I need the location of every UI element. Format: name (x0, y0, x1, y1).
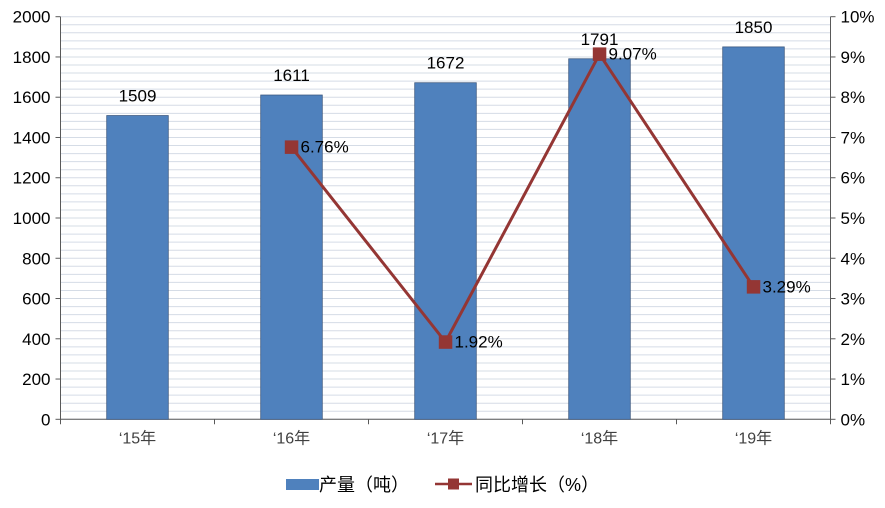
svg-text:7%: 7% (841, 129, 866, 148)
svg-text:1672: 1672 (427, 54, 465, 73)
svg-text:1611: 1611 (273, 66, 310, 85)
svg-text:1000: 1000 (13, 209, 51, 228)
svg-text:2000: 2000 (13, 8, 51, 27)
svg-text:8%: 8% (841, 88, 866, 107)
svg-text:9.07%: 9.07% (609, 45, 657, 64)
svg-text:3.29%: 3.29% (763, 277, 811, 296)
svg-text:1600: 1600 (13, 88, 51, 107)
svg-text:200: 200 (22, 370, 50, 389)
svg-text:1509: 1509 (119, 87, 157, 106)
svg-text:600: 600 (22, 290, 50, 309)
svg-text:1850: 1850 (735, 18, 773, 37)
svg-text:1200: 1200 (13, 169, 51, 188)
svg-text:10%: 10% (841, 8, 875, 27)
svg-text:1800: 1800 (13, 48, 51, 67)
svg-text:‘18年: ‘18年 (581, 429, 618, 447)
svg-text:0: 0 (41, 410, 50, 429)
svg-text:1%: 1% (841, 370, 866, 389)
svg-text:9%: 9% (841, 48, 866, 67)
svg-text:0%: 0% (841, 410, 866, 429)
svg-text:1400: 1400 (13, 129, 51, 148)
svg-text:‘16年: ‘16年 (273, 429, 310, 447)
svg-text:5%: 5% (841, 209, 866, 228)
svg-text:2%: 2% (841, 330, 866, 349)
svg-text:3%: 3% (841, 290, 866, 309)
svg-text:800: 800 (22, 249, 50, 268)
svg-text:6.76%: 6.76% (301, 138, 349, 157)
svg-text:4%: 4% (841, 249, 866, 268)
svg-text:‘17年: ‘17年 (427, 429, 464, 447)
svg-text:‘19年: ‘19年 (735, 429, 772, 447)
svg-text:6%: 6% (841, 169, 866, 188)
svg-text:‘15年: ‘15年 (119, 429, 156, 447)
svg-text:400: 400 (22, 330, 50, 349)
svg-text:1.92%: 1.92% (455, 333, 503, 352)
